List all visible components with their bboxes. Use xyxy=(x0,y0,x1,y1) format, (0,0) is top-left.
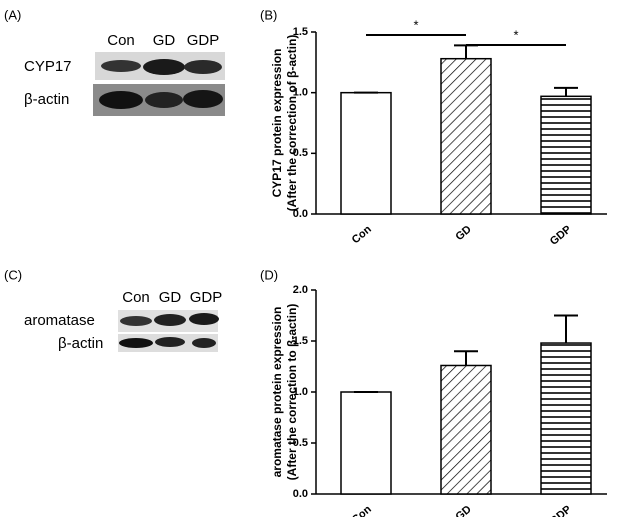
y-axis-label: CYP17 protein expression xyxy=(270,49,284,198)
row-label: CYP17 xyxy=(24,58,72,75)
y-axis-label: (After the correction to β-actin) xyxy=(285,304,299,481)
panel-label: (C) xyxy=(4,267,22,282)
significance-label: * xyxy=(413,17,418,32)
x-tick-label: GDP xyxy=(548,503,574,517)
y-tick-label: 2.0 xyxy=(293,284,308,296)
lane-label: GD xyxy=(159,289,182,306)
significance-label: * xyxy=(513,27,518,42)
y-tick-label: 1.5 xyxy=(293,335,308,347)
bar xyxy=(540,342,592,495)
lane-label: GDP xyxy=(190,289,223,306)
lane-label: GDP xyxy=(187,32,220,49)
y-axis-label: aromatase protein expression xyxy=(270,307,284,478)
x-tick-label: GD xyxy=(453,223,473,243)
y-tick-label: 1.0 xyxy=(293,386,308,398)
blot-image xyxy=(118,310,219,352)
lane-label: Con xyxy=(107,32,135,49)
y-tick-label: 0.0 xyxy=(293,488,308,500)
lane-label: GD xyxy=(153,32,176,49)
y-tick-label: 1.0 xyxy=(293,87,308,99)
row-label: aromatase xyxy=(24,312,95,329)
y-tick-label: 0.0 xyxy=(293,208,308,220)
y-tick-label: 0.5 xyxy=(293,437,308,449)
y-axis-label: (After the correction of β-actin) xyxy=(285,35,299,212)
x-tick-label: GD xyxy=(453,503,473,517)
row-label: β-actin xyxy=(58,335,103,352)
blot-image xyxy=(93,52,225,116)
x-tick-label: Con xyxy=(350,503,374,517)
x-tick-label: GDP xyxy=(548,223,574,248)
bar xyxy=(440,57,492,215)
bar xyxy=(340,391,392,495)
panel-label: (B) xyxy=(260,7,277,22)
bar xyxy=(440,364,492,495)
y-tick-label: 1.5 xyxy=(293,26,308,38)
bar xyxy=(540,95,592,215)
row-label: β-actin xyxy=(24,91,69,108)
panel-label: (D) xyxy=(260,267,278,282)
bar xyxy=(340,91,392,215)
y-tick-label: 0.5 xyxy=(293,147,308,159)
x-tick-label: Con xyxy=(350,223,374,246)
lane-label: Con xyxy=(122,289,150,306)
panel-label: (A) xyxy=(4,7,21,22)
